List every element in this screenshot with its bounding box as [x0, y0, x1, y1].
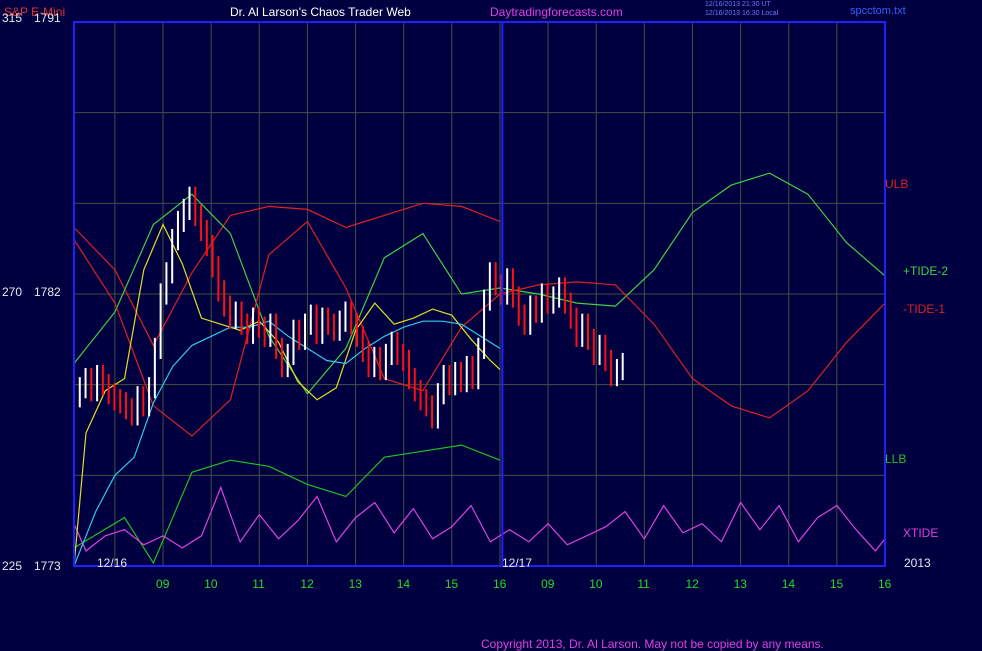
label-ulb: ULB — [885, 177, 909, 191]
label-llb: LLB — [885, 452, 907, 466]
file-name: spcctom.txt — [850, 5, 906, 17]
price-bars — [73, 186, 624, 429]
copyright-notice: Copyright 2013, Dr. Al Larson. May not b… — [481, 637, 824, 651]
series-ulb — [73, 202, 501, 347]
x-tick-label: 15 — [444, 577, 459, 591]
x-tick-label: 16 — [878, 577, 892, 591]
series--tide-2 — [73, 172, 886, 395]
y-label-left-bottom: 225 — [2, 559, 23, 573]
x-tick-label: 11 — [252, 577, 265, 591]
series-ma-slow — [73, 320, 501, 567]
timestamp-ut: 12/16/2013 21:30 UT — [705, 1, 771, 8]
date-label-2: 12/17 — [502, 556, 533, 570]
x-tick-label: 15 — [829, 577, 844, 591]
x-tick-label: 09 — [541, 577, 555, 591]
series-llb — [73, 444, 501, 565]
label-tide2: +TIDE-2 — [903, 264, 949, 278]
instrument-label: S&P E-Mini — [4, 5, 66, 19]
x-tick-label: 10 — [589, 577, 603, 591]
x-tick-label: 11 — [637, 577, 650, 591]
series-lines — [73, 172, 886, 567]
date-label-1: 12/16 — [97, 556, 128, 570]
site-link[interactable]: Daytradingforecasts.com — [490, 5, 623, 19]
y-label-left-top: 315 — [2, 11, 23, 25]
x-tick-label: 14 — [396, 577, 411, 591]
grid-lines — [74, 22, 886, 566]
y-label-right-bottom: 1773 — [34, 559, 61, 573]
timestamp-local: 12/16/2013 16:30 Local — [705, 10, 779, 17]
label-tide1: -TIDE-1 — [903, 302, 945, 316]
label-xtide: XTIDE — [903, 526, 939, 540]
x-tick-label: 12 — [685, 577, 699, 591]
x-tick-label: 14 — [781, 577, 796, 591]
plot-border — [73, 21, 886, 567]
x-tick-label: 13 — [348, 577, 362, 591]
chart-title: Dr. Al Larson's Chaos Trader Web — [230, 5, 411, 19]
y-label-right-top: 1791 — [34, 11, 61, 25]
y-label-right-mid: 1782 — [34, 285, 61, 299]
x-tick-label: 13 — [733, 577, 747, 591]
year-label: 2013 — [904, 556, 931, 570]
y-label-left-mid: 270 — [2, 285, 23, 299]
series--tide-1 — [73, 220, 886, 437]
x-tick-label: 12 — [300, 577, 314, 591]
series-xtide — [73, 485, 886, 552]
plot-frame — [73, 21, 886, 567]
x-tick-label: 10 — [204, 577, 218, 591]
x-tick-label: 16 — [492, 577, 507, 591]
x-tick-label: 09 — [156, 577, 170, 591]
